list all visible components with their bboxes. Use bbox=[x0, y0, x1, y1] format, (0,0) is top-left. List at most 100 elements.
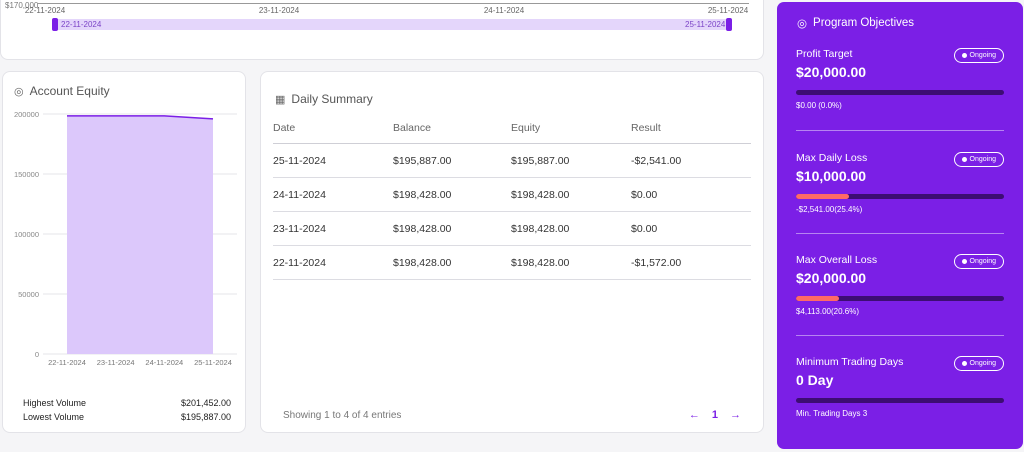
column-header: Date bbox=[273, 122, 296, 134]
equity-card-title: ◎ Account Equity bbox=[14, 84, 110, 98]
cell-result: -$2,541.00 bbox=[631, 154, 682, 167]
status-dot-icon bbox=[961, 157, 967, 162]
status-badge: Ongoing bbox=[953, 356, 1004, 371]
cell-balance: $198,428.00 bbox=[393, 256, 452, 269]
objectives-title-text: Program Objectives bbox=[813, 17, 915, 29]
objective-progress-text: $4,113.00(20.6%) bbox=[796, 307, 860, 316]
y-tick-label: 100000 bbox=[14, 230, 39, 239]
lowest-volume-row: Lowest Volume $195,887.00 bbox=[23, 412, 231, 422]
objective-progress-text: Min. Trading Days 3 bbox=[796, 409, 868, 418]
range-x-tick: 25-11-2024 bbox=[707, 6, 749, 15]
range-start-label: 22-11-2024 bbox=[61, 20, 102, 29]
cell-date: 22-11-2024 bbox=[273, 256, 326, 269]
y-tick-label: 50000 bbox=[18, 290, 39, 299]
objectives-title: ◎ Program Objectives bbox=[797, 16, 914, 30]
range-x-tick: 24-11-2024 bbox=[483, 6, 525, 15]
objective-max-daily-loss: Max Daily Loss $10,000.00 Ongoing -$2,54… bbox=[796, 152, 1004, 214]
y-tick-label: 200000 bbox=[14, 110, 39, 119]
cell-balance: $198,428.00 bbox=[393, 188, 452, 201]
cell-equity: $195,887.00 bbox=[511, 154, 570, 167]
table-row: 24-11-2024 $198,428.00 $198,428.00 $0.00 bbox=[273, 178, 751, 212]
status-dot-icon bbox=[961, 259, 967, 264]
cell-balance: $198,428.00 bbox=[393, 222, 452, 235]
cell-balance: $195,887.00 bbox=[393, 154, 452, 167]
column-header: Balance bbox=[393, 122, 431, 134]
range-x-tick: 22-11-2024 bbox=[24, 6, 66, 15]
range-y-tick: $170,000 bbox=[5, 1, 39, 10]
cell-equity: $198,428.00 bbox=[511, 188, 570, 201]
cell-date: 24-11-2024 bbox=[273, 188, 326, 201]
status-badge: Ongoing bbox=[953, 152, 1004, 167]
range-end-label: 25-11-2024 bbox=[685, 20, 726, 29]
summary-title-text: Daily Summary bbox=[291, 92, 373, 106]
page-number-button[interactable]: 1 bbox=[711, 409, 718, 421]
cell-result: $0.00 bbox=[631, 222, 658, 235]
objective-max-overall-loss: Max Overall Loss $20,000.00 Ongoing $4,1… bbox=[796, 254, 1004, 316]
objective-profit-target: Profit Target $20,000.00 Ongoing $0.00 (… bbox=[796, 48, 1004, 110]
pagination: ← 1 → bbox=[689, 409, 741, 421]
x-tick-label: 25-11-2024 bbox=[194, 358, 232, 367]
cell-result: $0.00 bbox=[631, 188, 658, 201]
objective-divider bbox=[796, 335, 1004, 336]
highest-volume-row: Highest Volume $201,452.00 bbox=[23, 398, 231, 408]
status-dot-icon bbox=[961, 53, 967, 58]
status-dot-icon bbox=[961, 361, 967, 366]
table-row: 22-11-2024 $198,428.00 $198,428.00 -$1,5… bbox=[273, 246, 751, 280]
lowest-volume-value: $195,887.00 bbox=[180, 412, 231, 422]
x-tick-label: 23-11-2024 bbox=[97, 358, 135, 367]
account-equity-card: ◎ Account Equity 200000 150000 100000 50000… bbox=[2, 71, 246, 433]
cell-date: 23-11-2024 bbox=[273, 222, 326, 235]
table-header-row: Date Balance Equity Result bbox=[273, 122, 751, 144]
objective-divider bbox=[796, 233, 1004, 234]
range-start-handle[interactable] bbox=[52, 18, 58, 31]
table-row: 25-11-2024 $195,887.00 $195,887.00 -$2,5… bbox=[273, 144, 751, 178]
y-tick-label: 0 bbox=[35, 350, 39, 359]
equity-title-text: Account Equity bbox=[29, 84, 110, 98]
objective-divider bbox=[796, 130, 1004, 131]
range-selection-track[interactable] bbox=[55, 19, 730, 30]
column-header: Equity bbox=[511, 122, 541, 134]
objective-amount: $20,000.00 bbox=[796, 64, 867, 80]
y-tick-label: 150000 bbox=[14, 170, 39, 179]
calendar-icon: ▦ bbox=[275, 93, 286, 106]
highest-volume-label: Highest Volume bbox=[23, 398, 87, 408]
objective-amount: $20,000.00 bbox=[796, 270, 867, 286]
range-axis-line bbox=[37, 3, 749, 4]
daily-summary-card: ▦ Daily Summary Date Balance Equity Resu… bbox=[260, 71, 764, 433]
cell-date: 25-11-2024 bbox=[273, 154, 326, 167]
status-badge: Ongoing bbox=[953, 48, 1004, 63]
objective-progress-bar bbox=[796, 90, 1004, 95]
objective-progress-bar bbox=[796, 194, 1004, 199]
objective-progress-fill bbox=[796, 194, 849, 199]
entries-count-text: Showing 1 to 4 of 4 entries bbox=[283, 410, 402, 421]
objective-amount: 0 Day bbox=[796, 372, 834, 388]
equity-area-chart: 200000 150000 100000 50000 0 22-11-2024 23-11-… bbox=[14, 110, 237, 367]
objective-name: Minimum Trading Days bbox=[796, 356, 904, 368]
objective-progress-bar bbox=[796, 398, 1004, 403]
column-header: Result bbox=[631, 122, 661, 134]
next-page-arrow-icon[interactable]: → bbox=[730, 409, 741, 421]
objective-minimum-trading-days: Minimum Trading Days 0 Day Ongoing Min. … bbox=[796, 356, 1004, 418]
range-end-handle[interactable] bbox=[726, 18, 732, 31]
target-icon: ◎ bbox=[797, 18, 808, 30]
objective-progress-bar bbox=[796, 296, 1004, 301]
program-objectives-panel: ◎ Program Objectives Profit Target $20,0… bbox=[777, 2, 1023, 449]
status-text: Ongoing bbox=[969, 156, 996, 163]
summary-card-title: ▦ Daily Summary bbox=[275, 92, 373, 106]
cell-result: -$1,572.00 bbox=[631, 256, 682, 269]
equity-area bbox=[67, 115, 213, 354]
target-icon: ◎ bbox=[14, 85, 24, 98]
objective-progress-text: -$2,541.00(25.4%) bbox=[796, 205, 863, 214]
equity-line bbox=[67, 115, 214, 120]
daily-summary-table: Date Balance Equity Result 25-11-2024 $1… bbox=[273, 122, 751, 280]
status-text: Ongoing bbox=[969, 52, 996, 59]
cell-equity: $198,428.00 bbox=[511, 222, 570, 235]
objective-name: Max Overall Loss bbox=[796, 254, 878, 266]
lowest-volume-label: Lowest Volume bbox=[23, 412, 85, 422]
highest-volume-value: $201,452.00 bbox=[180, 398, 231, 408]
cell-equity: $198,428.00 bbox=[511, 256, 570, 269]
x-tick-label: 22-11-2024 bbox=[48, 358, 86, 367]
prev-page-arrow-icon[interactable]: ← bbox=[688, 409, 700, 421]
objective-name: Max Daily Loss bbox=[796, 152, 868, 164]
x-tick-label: 24-11-2024 bbox=[145, 358, 183, 367]
